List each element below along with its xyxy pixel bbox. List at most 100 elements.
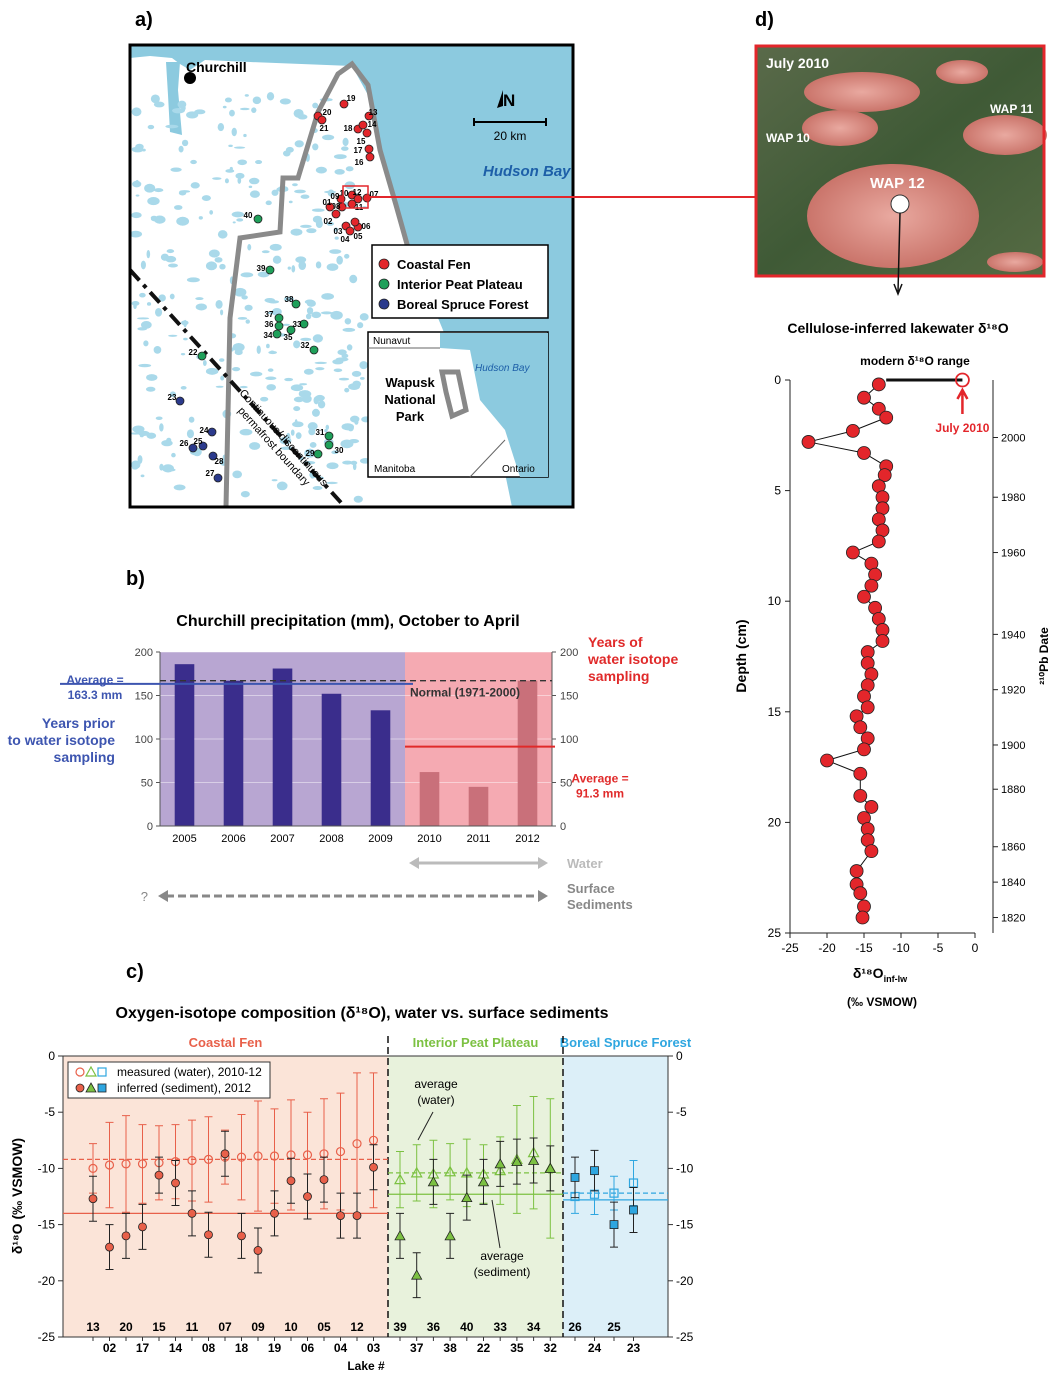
y2-tick-label: -10 — [676, 1161, 694, 1175]
map-lake — [349, 275, 357, 283]
map-lake — [266, 384, 276, 390]
profile-point — [865, 800, 878, 813]
x-tick-label: 39 — [393, 1320, 407, 1334]
map-lake — [220, 376, 224, 381]
marker — [571, 1173, 579, 1181]
y-tick-label: 15 — [768, 705, 782, 719]
photo-label: WAP 10 — [766, 131, 810, 145]
map-lake — [298, 261, 306, 270]
x-tick-label: 20 — [119, 1320, 133, 1334]
profile-point — [846, 546, 859, 559]
x-axis-label: Lake # — [347, 1359, 385, 1373]
map-lake — [237, 177, 241, 183]
map-lake — [360, 377, 365, 380]
marker — [106, 1243, 114, 1251]
scale-label: 20 km — [494, 129, 527, 143]
map-lake — [266, 201, 272, 206]
map-lake — [342, 461, 353, 465]
pond — [802, 110, 878, 146]
lake-label: 40 — [244, 211, 253, 220]
map-lake — [300, 225, 312, 228]
profile-point — [846, 424, 859, 437]
x-tick-label: -10 — [892, 941, 910, 955]
x-tick-label: 08 — [202, 1341, 216, 1355]
lake-label: 24 — [200, 426, 209, 435]
map-lake — [232, 367, 240, 371]
lake-label: 30 — [335, 446, 344, 455]
lake-label: 36 — [265, 320, 274, 329]
profile-point — [880, 411, 893, 424]
bar — [518, 681, 538, 826]
map-lake — [299, 391, 308, 394]
y2-tick-label: 1960 — [1001, 548, 1025, 560]
map-lake — [321, 311, 333, 314]
lake-point — [363, 129, 371, 137]
map-lake — [168, 468, 176, 471]
marker — [221, 1150, 229, 1158]
x-tick-label: 12 — [350, 1320, 364, 1334]
map-lake — [238, 317, 248, 320]
y2-tick-label: 1980 — [1001, 492, 1025, 504]
x-tick-label: 06 — [301, 1341, 315, 1355]
profile-point — [854, 887, 867, 900]
panel-label: a) — [135, 9, 153, 31]
map-lake — [131, 212, 142, 218]
profile-point — [865, 845, 878, 858]
map-lake — [136, 195, 140, 197]
map-lake — [191, 182, 200, 188]
map-lake — [339, 378, 349, 381]
map-lake — [354, 496, 363, 503]
map-lake — [322, 135, 334, 141]
y2-tick-label: 2000 — [1001, 433, 1025, 445]
map-lake — [155, 308, 162, 317]
map-lake — [293, 406, 300, 411]
pond — [963, 115, 1047, 155]
map-lake — [346, 166, 354, 171]
map-lake — [143, 340, 148, 346]
map-lake — [138, 364, 151, 367]
legend-label: Boreal Spruce Forest — [397, 297, 529, 312]
lake-label: 12 — [353, 188, 362, 197]
y2-tick-label: -15 — [676, 1218, 694, 1232]
map-lake — [270, 351, 274, 354]
marker — [287, 1177, 295, 1185]
map-lake — [343, 328, 356, 332]
map-lake — [341, 146, 349, 151]
map-lake — [291, 429, 295, 435]
map-lake — [144, 184, 155, 193]
map-lake — [139, 293, 146, 298]
note: sampling — [54, 749, 115, 765]
map-lake — [187, 277, 200, 282]
map-lake — [237, 159, 247, 165]
map-lake — [230, 167, 233, 171]
map-lake — [218, 230, 228, 238]
group-label: Boreal Spruce Forest — [560, 1035, 692, 1050]
map-lake — [161, 254, 169, 261]
profile-point — [802, 435, 815, 448]
lake-label: 38 — [285, 295, 294, 304]
map-lake — [146, 387, 155, 392]
lake-point — [365, 145, 373, 153]
bar — [469, 787, 489, 826]
map-lake — [291, 229, 303, 236]
map-lake — [251, 107, 256, 113]
chart-title: Cellulose-inferred lakewater δ¹⁸O — [787, 320, 1008, 336]
bar — [371, 710, 391, 826]
x-axis-label: δ¹⁸O — [853, 965, 884, 981]
map-lake — [176, 217, 189, 226]
marker — [254, 1246, 262, 1254]
marker — [155, 1171, 163, 1179]
lake-label: 01 — [323, 198, 332, 207]
lake-point — [314, 450, 322, 458]
map-lake — [209, 249, 220, 257]
y-axis-label: Depth (cm) — [733, 619, 749, 692]
map-lake — [293, 340, 300, 348]
map-lake — [225, 169, 234, 173]
lake-label: 04 — [341, 235, 350, 244]
north-label: N — [503, 91, 515, 110]
photo-label: WAP 12 — [870, 175, 925, 192]
pond — [987, 252, 1043, 272]
map-lake — [181, 105, 186, 111]
lake-point — [273, 330, 281, 338]
x-tick-label: -20 — [818, 941, 836, 955]
